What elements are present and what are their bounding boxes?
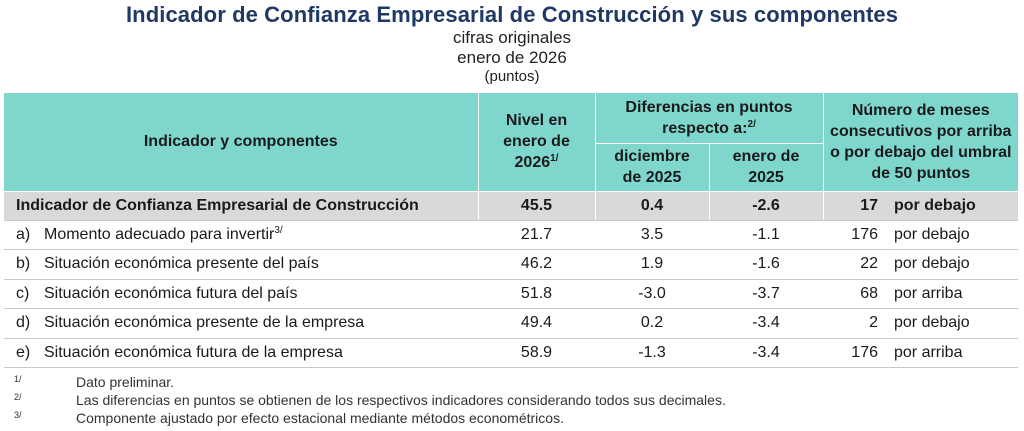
component-footnote-mark: 3/: [274, 224, 283, 236]
footnotes: 1/Dato preliminar. 2/Las diferencias en p…: [0, 373, 1024, 427]
footnote-mark: 1/: [14, 374, 22, 384]
component-months: 22: [823, 249, 894, 280]
component-diff-jan: -3.4: [709, 338, 824, 368]
component-label: Situación económica presente de la empre…: [44, 314, 365, 332]
component-level: 21.7: [478, 220, 596, 250]
component-level: 49.4: [478, 308, 596, 339]
component-letter: d): [16, 314, 31, 332]
table-row-main: Indicador de Confianza Empresarial de Co…: [4, 191, 1018, 221]
component-diff-jan: -1.6: [709, 249, 824, 280]
component-letter: a): [16, 225, 31, 243]
header-months: Número de meses consecutivos por arriba …: [823, 93, 1018, 192]
component-direction: por arriba: [894, 338, 1018, 368]
footnote-text: Dato preliminar.: [76, 374, 175, 390]
component-label: Situación económica futura del país: [44, 284, 298, 302]
component-months: 68: [823, 279, 894, 309]
component-direction: por debajo: [894, 308, 1018, 339]
component-diff-dec: -1.3: [595, 338, 710, 368]
header-level: Nivel en enero de 20261/: [478, 93, 596, 192]
component-diff-dec: 3.5: [595, 220, 710, 250]
component-label: Situación económica futura de la empresa: [44, 343, 343, 361]
component-diff-jan: -1.1: [709, 220, 824, 250]
footnote-text: Las diferencias en puntos se obtienen de…: [76, 392, 726, 408]
footnote: 3/Componente ajustado por efecto estacio…: [0, 409, 1024, 427]
table-units: (puntos): [484, 68, 540, 85]
table-title: Indicador de Confianza Empresarial de Co…: [125, 2, 899, 27]
table-row: a) Momento adecuado para invertir3/21.7 3.…: [4, 220, 1018, 250]
title-block: Indicador de Confianza Empresarial de Co…: [0, 2, 1024, 85]
component-level: 51.8: [478, 279, 596, 309]
component-label: Situación económica presente del país: [44, 255, 319, 273]
component-name: e) Situación económica futura de la empre…: [4, 338, 479, 368]
component-months: 176: [823, 220, 894, 250]
header-differences: Diferencias en puntos respecto a:2/: [595, 93, 824, 144]
component-direction: por arriba: [894, 279, 1018, 309]
component-name: a) Momento adecuado para invertir3/: [4, 220, 479, 250]
component-diff-jan: -3.7: [709, 279, 824, 309]
component-name: c) Situación económica futura del país: [4, 279, 479, 309]
table-row: d) Situación económica presente de la emp…: [4, 308, 1018, 339]
component-months: 176: [823, 338, 894, 368]
table-row: c) Situación económica futura del país 51.…: [4, 279, 1018, 309]
footnote-text: Componente ajustado por efecto estaciona…: [76, 410, 564, 426]
component-direction: por debajo: [894, 220, 1018, 250]
main-months: 17: [823, 191, 894, 221]
table-row: b) Situación económica presente del país 4…: [4, 249, 1018, 280]
header-indicator: Indicador y componentes: [4, 93, 479, 192]
component-name: d) Situación económica presente de la emp…: [4, 308, 479, 339]
main-level: 45.5: [478, 191, 596, 221]
footnote-mark: 3/: [14, 410, 22, 420]
component-letter: b): [16, 255, 31, 273]
header-diff-december: diciembre de 2025: [595, 143, 710, 192]
component-diff-dec: 1.9: [595, 249, 710, 280]
component-letter: c): [16, 284, 30, 302]
component-diff-dec: 0.2: [595, 308, 710, 339]
main-name: Indicador de Confianza Empresarial de Co…: [4, 191, 479, 221]
footnote-mark: 2/: [14, 392, 22, 402]
table-subtitle: cifras originales: [452, 28, 572, 47]
component-direction: por debajo: [894, 249, 1018, 280]
component-diff-jan: -3.4: [709, 308, 824, 339]
main-direction: por debajo: [894, 191, 1018, 221]
component-label: Momento adecuado para invertir: [44, 225, 275, 243]
component-level: 46.2: [478, 249, 596, 280]
component-months: 2: [823, 308, 894, 339]
component-name: b) Situación económica presente del país: [4, 249, 479, 280]
component-diff-dec: -3.0: [595, 279, 710, 309]
indicator-table: Indicador y componentes Nivel en enero d…: [4, 93, 1018, 368]
header-diff-january: enero de 2025: [709, 143, 824, 192]
table-period: enero de 2026: [457, 48, 567, 67]
component-letter: e): [16, 343, 31, 361]
footnote: 2/Las diferencias en puntos se obtienen …: [0, 391, 1024, 409]
footnote: 1/Dato preliminar.: [0, 373, 1024, 391]
component-level: 58.9: [478, 338, 596, 368]
main-diff-dec: 0.4: [595, 191, 710, 221]
main-diff-jan: -2.6: [709, 191, 824, 221]
table-row: e) Situación económica futura de la empre…: [4, 338, 1018, 368]
